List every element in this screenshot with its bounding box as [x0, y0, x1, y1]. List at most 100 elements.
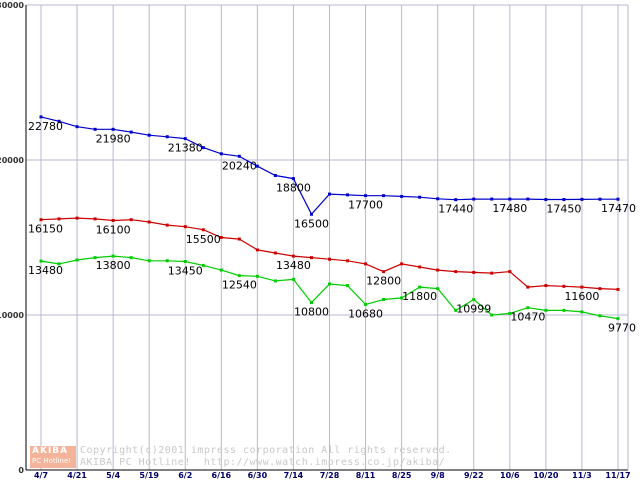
data-point [93, 127, 97, 131]
x-tick-label: 5/19 [139, 471, 159, 480]
data-point [111, 218, 115, 222]
data-point [580, 310, 584, 314]
data-point [291, 277, 295, 281]
data-label: 17450 [546, 203, 581, 216]
data-point [400, 262, 404, 266]
data-point [382, 298, 386, 301]
data-label: 13800 [96, 259, 131, 272]
x-tick-label: 11/17 [605, 471, 630, 480]
data-point [616, 197, 620, 201]
data-point [328, 282, 331, 286]
url-line: AKIBA PC Hotline! http://www.watch.impre… [80, 457, 446, 468]
data-point [598, 197, 602, 201]
data-point [562, 198, 566, 202]
data-point [346, 284, 350, 288]
data-point [129, 130, 133, 134]
x-tick-label: 6/30 [248, 471, 268, 480]
data-point [346, 259, 350, 263]
data-point [418, 285, 422, 289]
data-label: 10470 [510, 311, 545, 324]
data-point [111, 254, 115, 258]
data-point [328, 257, 331, 261]
data-point [93, 256, 97, 260]
data-point [526, 197, 530, 201]
x-tick-label: 9/22 [464, 471, 484, 480]
data-label: 13480 [28, 264, 63, 277]
data-point [183, 260, 187, 264]
data-point [183, 137, 187, 141]
data-point [309, 256, 313, 260]
data-point [111, 127, 115, 131]
x-tick-label: 7/28 [320, 471, 340, 480]
data-point [273, 251, 277, 255]
data-point [129, 218, 133, 222]
data-point [580, 285, 584, 289]
y-tick-label: 20000 [0, 156, 24, 165]
data-label: 16100 [96, 223, 131, 236]
data-point [418, 265, 422, 269]
data-point [436, 268, 440, 272]
data-point [472, 298, 476, 302]
grid [26, 4, 628, 471]
data-label: 9770 [608, 322, 636, 335]
data-point [400, 296, 404, 300]
data-point [201, 228, 205, 232]
data-label: 17480 [492, 202, 527, 215]
x-tick-label: 4/21 [67, 471, 87, 480]
x-tick-label: 8/11 [356, 471, 376, 480]
x-tick-label: 6/16 [212, 471, 232, 480]
data-point [508, 311, 512, 315]
data-point [165, 223, 169, 227]
series-lines [39, 115, 620, 321]
data-label: 20240 [222, 159, 257, 172]
x-tick-label: 5/4 [106, 471, 120, 480]
data-point [562, 308, 566, 312]
data-point [147, 133, 151, 137]
data-label: 10680 [348, 307, 383, 320]
data-point [436, 287, 440, 291]
copyright-line: Copyright(c)2001 impress corporation All… [80, 445, 452, 456]
data-point [454, 198, 458, 202]
data-label: 12540 [222, 279, 257, 292]
data-point [436, 197, 440, 201]
data-point [508, 197, 512, 201]
data-label: 17700 [348, 199, 383, 212]
data-point [147, 259, 151, 263]
data-point [237, 154, 241, 158]
data-point [39, 218, 43, 222]
data-point [39, 259, 43, 263]
logo-text-bottom: PC Hotline! [32, 457, 72, 465]
data-point [93, 217, 97, 221]
data-point [219, 152, 223, 156]
data-label: 18800 [276, 182, 311, 195]
data-point [490, 313, 494, 317]
data-point [472, 197, 476, 201]
data-point [616, 287, 620, 291]
data-point [364, 302, 368, 306]
data-point [346, 193, 350, 197]
data-point [75, 216, 79, 220]
x-tick-label: 8/25 [392, 471, 412, 480]
data-point [183, 225, 187, 229]
data-label: 15500 [186, 233, 221, 246]
data-point [526, 306, 530, 310]
data-label: 21980 [96, 132, 131, 145]
data-label: 11600 [564, 290, 599, 303]
data-label: 16150 [28, 223, 63, 236]
data-point [309, 301, 313, 305]
data-point [382, 270, 386, 274]
data-point [129, 256, 133, 260]
data-label: 12800 [366, 275, 401, 288]
data-label: 17470 [601, 202, 636, 215]
data-point [201, 263, 205, 267]
data-point [219, 268, 223, 272]
data-label: 13450 [168, 265, 203, 278]
data-point [57, 262, 61, 266]
data-point [237, 274, 241, 278]
data-label: 21380 [168, 142, 203, 155]
data-point [490, 271, 494, 275]
x-tick-label: 10/20 [533, 471, 559, 480]
data-point [255, 274, 259, 278]
axes [25, 5, 629, 471]
data-point [237, 237, 241, 241]
